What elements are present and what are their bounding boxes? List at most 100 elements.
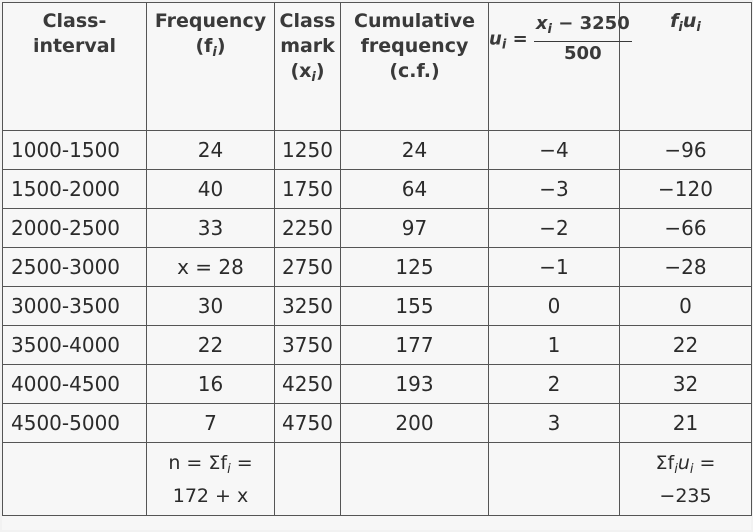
- cell-interval: 3000-3500: [2, 286, 147, 326]
- header-text: ): [315, 60, 325, 82]
- header-text: Class: [279, 10, 336, 32]
- formula-u-subscript: i: [501, 37, 507, 53]
- cell-interval: 3500-4000: [2, 325, 147, 365]
- cell-fu: 21: [619, 403, 752, 443]
- cell-cumulative: 24: [340, 130, 489, 170]
- formula-denominator: 500: [564, 43, 602, 64]
- cell-class-mark: 2750: [274, 247, 341, 287]
- table-row: 3000-3500 30 3250 155 0 0: [2, 286, 752, 326]
- total-n-value: 172 + x: [172, 484, 249, 507]
- header-row: Class- interval Frequency (fi) Class mar…: [2, 2, 752, 131]
- header-subscript: i: [696, 20, 701, 35]
- header-ui-formula: ui = xi − 3250 500: [488, 2, 632, 131]
- header-text: ): [216, 35, 226, 57]
- header-subscript: i: [678, 20, 683, 35]
- cell-empty: [340, 442, 489, 516]
- table-row: 2000-2500 33 2250 97 −2 −66: [2, 208, 752, 248]
- total-fu-subscript: i: [689, 461, 694, 477]
- cell-interval: 2000-2500: [2, 208, 147, 248]
- total-fu-value: −235: [659, 484, 712, 507]
- cell-fu: 0: [619, 286, 752, 326]
- cell-frequency: 30: [146, 286, 275, 326]
- total-n-equals: =: [230, 451, 253, 474]
- cell-total-n: n = Σfi = 172 + x: [146, 442, 275, 516]
- formula-equals: =: [506, 28, 534, 50]
- header-subscript: i: [212, 45, 217, 60]
- cell-interval: 1000-1500: [2, 130, 147, 170]
- cell-empty: [2, 442, 147, 516]
- cell-fu: 32: [619, 364, 752, 404]
- totals-row: n = Σfi = 172 + x Σfiui = −235: [2, 442, 752, 516]
- cell-fu: 22: [619, 325, 752, 365]
- header-cumulative-frequency: Cumulative frequency (c.f.): [340, 2, 489, 131]
- cell-cumulative: 200: [340, 403, 489, 443]
- cell-fu: −120: [619, 169, 752, 209]
- cell-u: 2: [488, 364, 620, 404]
- cell-class-mark: 1250: [274, 130, 341, 170]
- header-text: frequency: [360, 35, 469, 57]
- cell-class-mark: 2250: [274, 208, 341, 248]
- cell-empty: [274, 442, 341, 516]
- cell-cumulative: 64: [340, 169, 489, 209]
- total-fu-u: u: [677, 451, 690, 474]
- total-fu-equals: =: [693, 451, 716, 474]
- cell-class-mark: 4250: [274, 364, 341, 404]
- header-text: (f: [195, 35, 213, 57]
- table-row: 4500-5000 7 4750 200 3 21: [2, 403, 752, 443]
- cell-frequency: 33: [146, 208, 275, 248]
- cell-class-mark: 1750: [274, 169, 341, 209]
- cell-frequency: 16: [146, 364, 275, 404]
- total-n-text: n = Σf: [168, 451, 228, 474]
- cell-u: 3: [488, 403, 620, 443]
- cell-class-mark: 3750: [274, 325, 341, 365]
- header-text: Cumulative: [354, 10, 475, 32]
- table-row: 1000-1500 24 1250 24 −4 −96: [2, 130, 752, 170]
- header-fiui: fiui: [619, 2, 752, 131]
- cell-fu: −66: [619, 208, 752, 248]
- header-text: Class-: [42, 10, 107, 32]
- cell-frequency: 7: [146, 403, 275, 443]
- cell-interval: 2500-3000: [2, 247, 147, 287]
- cell-frequency: 24: [146, 130, 275, 170]
- cell-u: −3: [488, 169, 620, 209]
- cell-cumulative: 177: [340, 325, 489, 365]
- cell-interval: 4000-4500: [2, 364, 147, 404]
- header-text: mark: [280, 35, 335, 57]
- cell-u: −2: [488, 208, 620, 248]
- formula-numerator: xi − 3250: [533, 13, 632, 42]
- cell-fu: −96: [619, 130, 752, 170]
- cell-frequency: 22: [146, 325, 275, 365]
- cell-frequency: x = 28: [146, 247, 275, 287]
- total-fu-text: Σf: [655, 451, 675, 474]
- formula-minus-value: − 3250: [552, 13, 630, 34]
- table-row: 4000-4500 16 4250 193 2 32: [2, 364, 752, 404]
- cell-empty: [488, 442, 620, 516]
- header-text: (x: [290, 60, 312, 82]
- frequency-table: Class- interval Frequency (fi) Class mar…: [2, 2, 752, 516]
- cell-class-mark: 3250: [274, 286, 341, 326]
- formula-fraction: xi − 3250 500: [533, 13, 632, 66]
- cell-cumulative: 97: [340, 208, 489, 248]
- total-n-subscript: i: [227, 461, 231, 477]
- header-text: (c.f.): [389, 60, 440, 82]
- cell-fu: −28: [619, 247, 752, 287]
- table-row: 2500-3000 x = 28 2750 125 −1 −28: [2, 247, 752, 287]
- cell-cumulative: 155: [340, 286, 489, 326]
- header-subscript: i: [311, 70, 316, 85]
- cell-interval: 1500-2000: [2, 169, 147, 209]
- cell-total-fu: Σfiui = −235: [619, 442, 752, 516]
- cell-interval: 4500-5000: [2, 403, 147, 443]
- cell-u: 0: [488, 286, 620, 326]
- header-text: interval: [32, 35, 117, 57]
- table-row: 3500-4000 22 3750 177 1 22: [2, 325, 752, 365]
- formula-x: x: [535, 13, 548, 34]
- header-text: Frequency: [154, 10, 267, 32]
- cell-class-mark: 4750: [274, 403, 341, 443]
- cell-u: −1: [488, 247, 620, 287]
- cell-cumulative: 193: [340, 364, 489, 404]
- cell-cumulative: 125: [340, 247, 489, 287]
- table-row: 1500-2000 40 1750 64 −3 −120: [2, 169, 752, 209]
- cell-frequency: 40: [146, 169, 275, 209]
- cell-u: 1: [488, 325, 620, 365]
